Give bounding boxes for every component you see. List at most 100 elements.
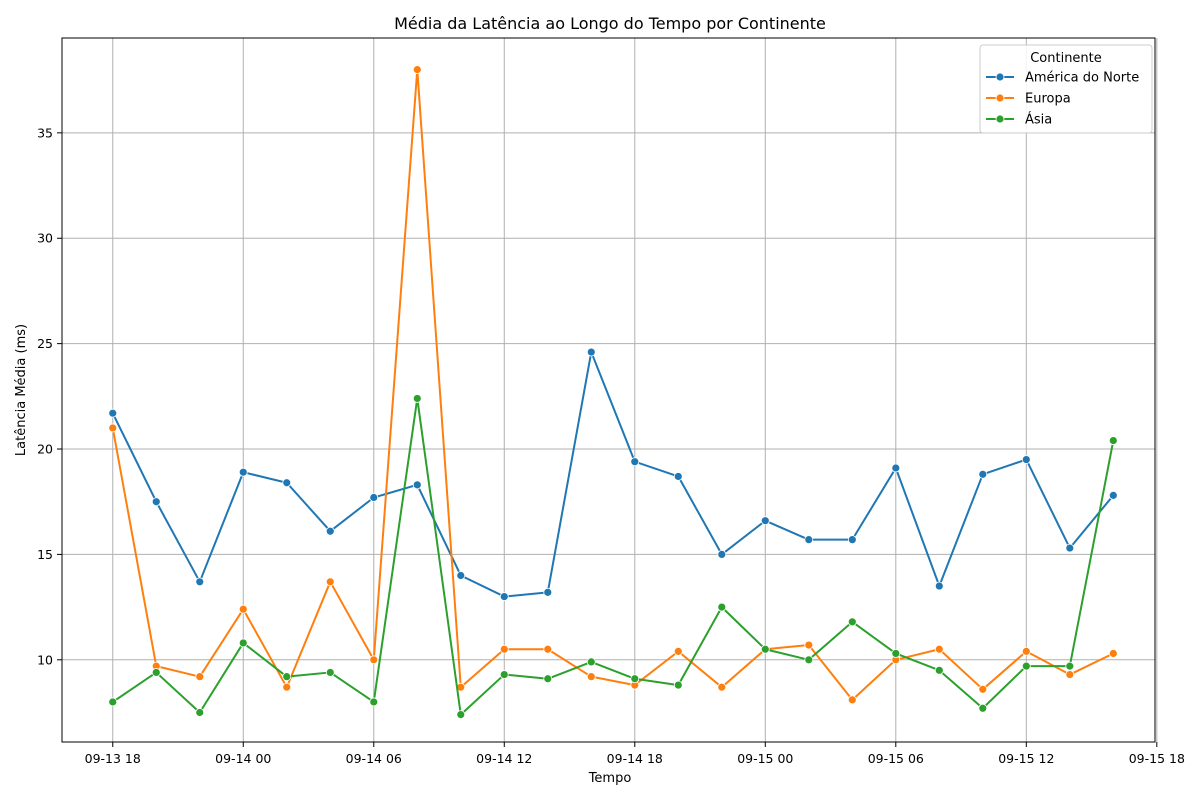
series-0: [108, 347, 1118, 601]
legend-marker: [995, 114, 1005, 124]
data-point: [325, 526, 335, 536]
data-point: [1108, 649, 1118, 658]
x-axis-ticks: 09-13 18 09-14 00 09-14 06 09-14 12 09-14 18…: [85, 742, 1185, 766]
data-point: [108, 408, 118, 418]
y-tick-label: 25: [37, 336, 53, 351]
x-tick-label: 09-14 00: [215, 751, 271, 766]
data-point: [978, 703, 988, 713]
data-point: [282, 672, 292, 682]
data-point: [543, 674, 553, 684]
y-tick-label: 20: [37, 442, 53, 457]
data-point: [499, 670, 509, 679]
data-point: [760, 644, 770, 654]
data-point: [934, 581, 944, 591]
data-point: [934, 644, 944, 654]
data-point: [369, 493, 379, 502]
data-point: [847, 617, 857, 627]
data-point: [195, 708, 205, 717]
x-tick-label: 09-13 18: [85, 751, 141, 766]
data-point: [151, 497, 161, 507]
plot-area-frame: [61, 37, 1156, 743]
data-point: [804, 535, 814, 545]
series-line: [112, 397, 1115, 716]
data-point: [238, 638, 248, 648]
data-point: [847, 535, 857, 545]
data-point: [369, 697, 379, 707]
data-point: [499, 592, 509, 601]
x-tick-label: 09-15 00: [737, 751, 793, 766]
data-point: [847, 695, 857, 705]
data-point: [673, 646, 683, 656]
legend: Continente América do Norte Europa Ásia: [979, 44, 1153, 134]
legend-marker: [995, 93, 1005, 103]
data-point: [1065, 661, 1075, 671]
x-tick-label: 09-15 18: [1129, 751, 1185, 766]
data-point: [1021, 646, 1031, 656]
x-tick-label: 09-15 06: [868, 751, 924, 766]
data-point: [543, 587, 553, 597]
y-axis-label: Latência Média (ms): [14, 324, 29, 456]
data-point: [238, 604, 248, 614]
data-point: [456, 571, 466, 580]
data-point: [891, 649, 901, 658]
data-point: [238, 467, 248, 477]
data-point: [804, 640, 814, 650]
y-tick-label: 30: [37, 231, 53, 246]
legend-label: Europa: [1025, 92, 1071, 107]
y-axis-ticks: 10 15 20 25 30 35: [37, 125, 62, 667]
data-point: [1108, 490, 1118, 500]
x-tick-label: 09-14 18: [607, 751, 663, 766]
data-point: [108, 697, 118, 707]
data-point: [1021, 455, 1031, 464]
data-point: [369, 655, 379, 665]
data-point: [282, 682, 292, 692]
data-point: [630, 674, 640, 684]
data-point: [1108, 436, 1118, 445]
data-point: [325, 577, 335, 587]
series-line: [111, 68, 1114, 701]
legend-items: América do Norte Europa Ásia: [986, 71, 1139, 128]
data-point: [412, 394, 422, 403]
data-point: [586, 657, 596, 667]
data-point: [804, 655, 814, 665]
data-point: [282, 478, 292, 488]
data-point: [586, 347, 596, 357]
x-tick-label: 09-14 06: [346, 751, 402, 766]
data-point: [978, 469, 988, 479]
data-point: [412, 480, 422, 490]
legend-marker: [995, 72, 1005, 82]
legend-label: América do Norte: [1025, 71, 1139, 86]
series-1: [108, 65, 1118, 705]
data-point: [325, 668, 335, 677]
data-point: [673, 680, 683, 690]
data-point: [195, 672, 205, 682]
data-point: [1065, 670, 1075, 679]
data-point: [499, 644, 509, 654]
x-tick-label: 09-15 12: [998, 751, 1054, 766]
y-tick-label: 15: [37, 547, 53, 562]
series-2: [108, 394, 1118, 719]
data-point: [673, 472, 683, 481]
series-lines: [108, 65, 1118, 719]
legend-title: Continente: [1030, 51, 1102, 66]
data-point: [151, 668, 161, 677]
data-point: [456, 710, 466, 719]
x-axis-label: Tempo: [588, 771, 632, 786]
data-point: [108, 423, 118, 433]
x-tick-label: 09-14 12: [476, 751, 532, 766]
data-point: [934, 665, 944, 675]
data-point: [978, 684, 988, 694]
data-point: [195, 577, 205, 587]
series-line: [111, 351, 1115, 598]
legend-label: Ásia: [1025, 112, 1052, 128]
data-point: [891, 463, 901, 473]
data-point: [717, 682, 727, 692]
data-point: [717, 602, 727, 612]
chart-title: Média da Latência ao Longo do Tempo por …: [394, 14, 826, 33]
data-point: [1021, 661, 1031, 671]
data-point: [412, 65, 422, 75]
data-point: [543, 644, 553, 654]
data-point: [586, 672, 596, 682]
data-point: [1065, 543, 1075, 553]
